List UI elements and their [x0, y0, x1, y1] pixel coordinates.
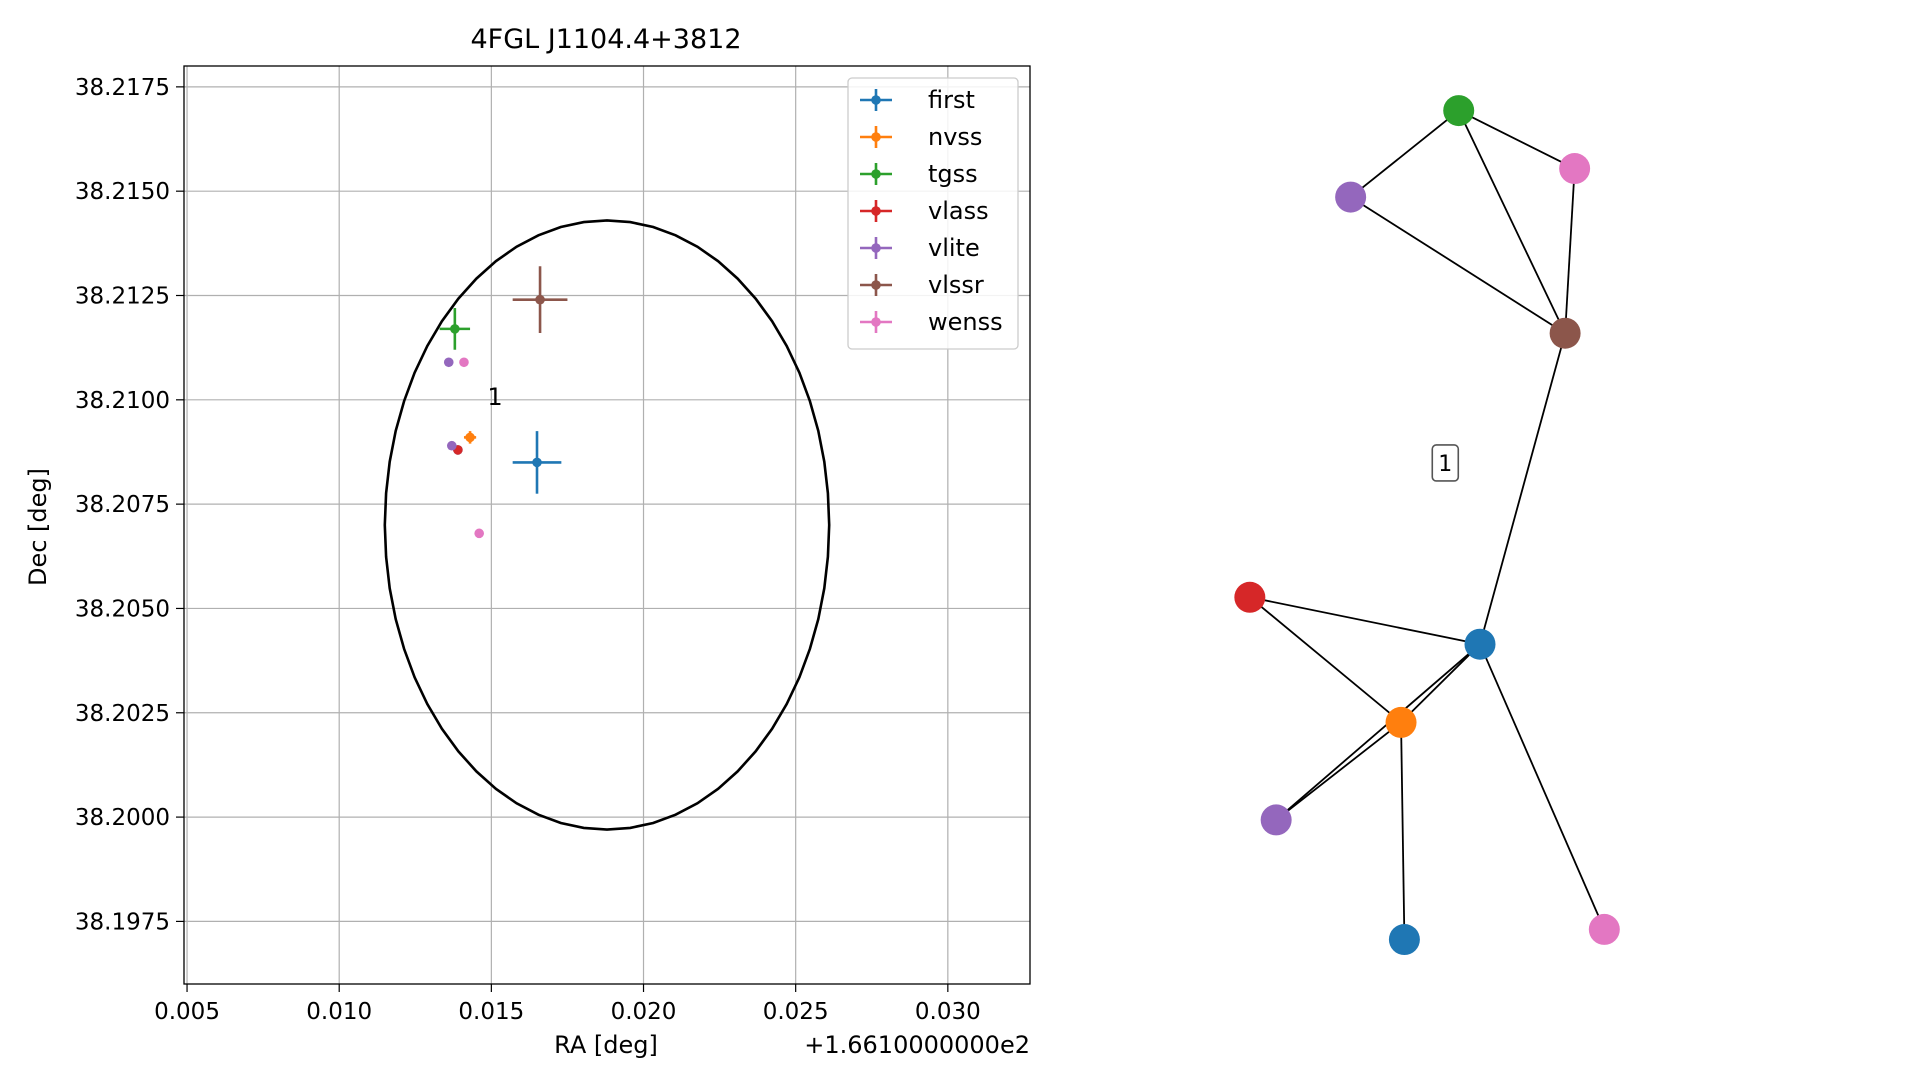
legend-label: nvss: [928, 123, 982, 151]
x-tick-label: 0.030: [915, 999, 981, 1025]
legend-entry-vlssr: vlssr: [860, 271, 984, 299]
point-marker: [532, 457, 542, 468]
graph-edge: [1275, 643, 1481, 821]
legend-marker-dot: [871, 317, 881, 327]
graph-edges: [1249, 109, 1606, 940]
legend-label: wenss: [928, 308, 1003, 336]
y-tick-label: 38.2050: [75, 596, 170, 622]
graph-edge: [1479, 643, 1606, 930]
data-point-first: [512, 431, 562, 494]
graph-edge: [1350, 109, 1460, 198]
y-tick-label: 38.2075: [75, 492, 170, 518]
legend-entry-wenss: wenss: [860, 308, 1003, 336]
graph-node-n-pink-bottom: [1588, 913, 1620, 945]
data-point-tgss: [439, 308, 471, 350]
legend-entry-first: first: [860, 86, 975, 114]
chart-title: 4FGL J1104.4+3812: [470, 24, 741, 55]
point-marker: [450, 324, 460, 334]
graph-edge: [1458, 109, 1576, 170]
graph-node-n-purple-bottom: [1260, 804, 1292, 836]
legend-entry-vlite: vlite: [860, 234, 980, 262]
legend-marker-dot: [871, 243, 881, 253]
legend-marker-dot: [871, 169, 881, 179]
data-points: [439, 266, 568, 539]
point-marker: [446, 440, 457, 451]
point-marker: [459, 357, 469, 368]
graph-edge: [1249, 596, 1481, 646]
plot-annotations: 1: [487, 383, 502, 411]
graph-edge: [1400, 722, 1406, 940]
annotation-label: 1: [487, 383, 502, 411]
legend-label: tgss: [928, 160, 978, 188]
y-axis-ticks: 38.1975 38.2000 38.2025 38.2050 38.2075 38.21…: [75, 75, 184, 935]
graph-node-n-purple-top: [1335, 181, 1367, 213]
x-tick-label: 0.020: [611, 999, 677, 1025]
grid-lines: [184, 66, 1030, 984]
legend-box: [847, 77, 1019, 350]
graph-label-text: 1: [1438, 452, 1452, 477]
legend-label: vlite: [928, 234, 980, 262]
x-tick-label: 0.005: [154, 999, 220, 1025]
y-tick-label: 38.2125: [75, 284, 170, 310]
graph-edge: [1479, 333, 1566, 645]
plot-frame: [183, 65, 1031, 985]
y-tick-label: 38.1975: [75, 909, 170, 935]
graph-edge: [1564, 168, 1576, 334]
data-point-nvss: [463, 431, 477, 444]
graph-nodes: [1234, 95, 1620, 956]
chart-legend: first nvss tgss vlass vlite vlssr wenss: [847, 77, 1019, 350]
y-tick-label: 38.2150: [75, 179, 170, 205]
legend-entry-vlass: vlass: [860, 197, 989, 225]
graph-edge: [1457, 110, 1566, 334]
data-point-vlite: [443, 357, 454, 368]
x-axis-ticks: 0.005 0.010 0.015 0.020 0.025 0.030: [154, 984, 981, 1025]
graph-edge: [1400, 643, 1481, 724]
data-point-wenss: [459, 357, 469, 368]
point-marker: [535, 294, 545, 305]
graph-edge: [1275, 721, 1402, 821]
y-tick-label: 38.2100: [75, 388, 170, 414]
legend-marker-dot: [871, 132, 881, 142]
legend-marker-dot: [871, 206, 881, 216]
y-tick-label: 38.2000: [75, 805, 170, 831]
graph-label-box: [1431, 444, 1460, 482]
y-tick-label: 38.2175: [75, 75, 170, 101]
graph-label: 1: [1431, 444, 1460, 482]
graph-edge: [1249, 596, 1402, 724]
legend-label: vlssr: [928, 271, 984, 299]
x-offset-label: +1.6610000000e2: [804, 1031, 1030, 1059]
point-marker: [474, 528, 484, 539]
legend-entry-nvss: nvss: [860, 123, 982, 151]
x-tick-label: 0.025: [763, 999, 829, 1025]
legend-label: first: [928, 86, 975, 114]
graph-node-n-red: [1234, 581, 1266, 613]
legend-marker-dot: [871, 280, 881, 290]
x-tick-label: 0.010: [306, 999, 372, 1025]
legend-entry-tgss: tgss: [860, 160, 978, 188]
point-marker: [465, 432, 475, 443]
graph-node-n-green: [1443, 95, 1475, 127]
legend-label: vlass: [928, 197, 989, 225]
graph-node-n-blue-bottom: [1388, 924, 1420, 956]
y-axis-label: Dec [deg]: [24, 468, 52, 586]
confidence-circle: [383, 219, 831, 831]
graph-node-n-orange: [1385, 706, 1417, 738]
graph-edge: [1350, 196, 1566, 334]
point-marker: [443, 357, 454, 368]
scatter-chart: 0.005 0.010 0.015 0.020 0.025 0.030 38.197538…: [24, 24, 1031, 1059]
data-point-vlssr: [512, 266, 568, 334]
y-tick-label: 38.2025: [75, 701, 170, 727]
x-tick-label: 0.015: [458, 999, 524, 1025]
network-graph: 1: [1234, 95, 1620, 956]
graph-node-n-brown: [1549, 317, 1581, 349]
confidence-circle-line: [383, 219, 831, 831]
graph-node-n-pink-top: [1559, 153, 1591, 185]
x-axis-label: RA [deg]: [554, 1031, 658, 1059]
graph-node-n-blue-hub: [1464, 628, 1496, 660]
data-point-wenss: [474, 528, 484, 539]
data-point-vlite: [446, 440, 457, 451]
legend-marker-dot: [871, 95, 881, 105]
